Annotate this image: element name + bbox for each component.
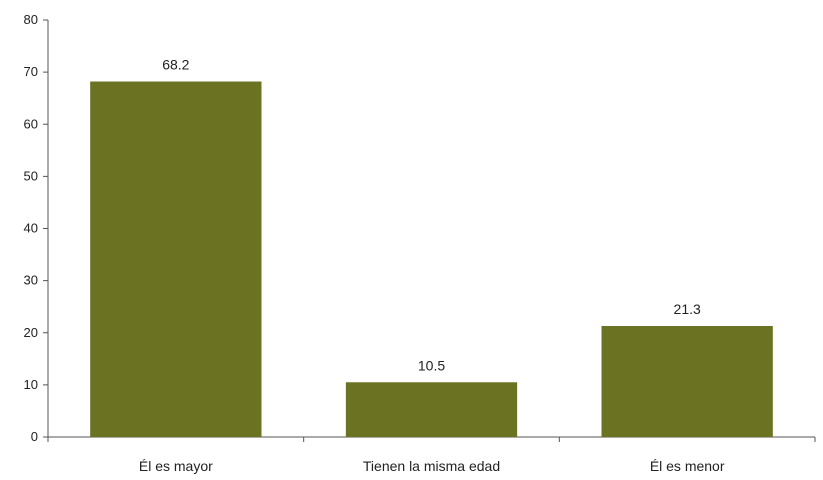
y-tick-label: 20 [24,325,38,340]
y-tick-label: 60 [24,116,38,131]
y-tick-label: 30 [24,273,38,288]
bar [602,326,773,437]
y-tick-label: 80 [24,12,38,27]
x-axis [48,437,815,442]
x-tick-label: Tienen la misma edad [363,458,500,474]
bar [346,382,517,437]
y-tick-label: 0 [31,429,38,444]
y-tick-label: 40 [24,221,38,236]
bar-value-label: 68.2 [162,57,189,73]
y-tick-label: 10 [24,377,38,392]
y-axis: 0 10 20 30 40 50 60 70 80 [24,12,48,444]
bar-value-label: 10.5 [418,357,445,373]
x-tick-label: Él es menor [650,458,725,474]
x-tick-label: Él es mayor [139,458,213,474]
bars [90,82,773,437]
y-tick-label: 70 [24,64,38,79]
y-tick-label: 50 [24,168,38,183]
category-labels: Él es mayor Tienen la misma edad Él es men… [139,458,725,474]
bar-value-label: 21.3 [674,301,701,317]
bar [90,82,261,437]
